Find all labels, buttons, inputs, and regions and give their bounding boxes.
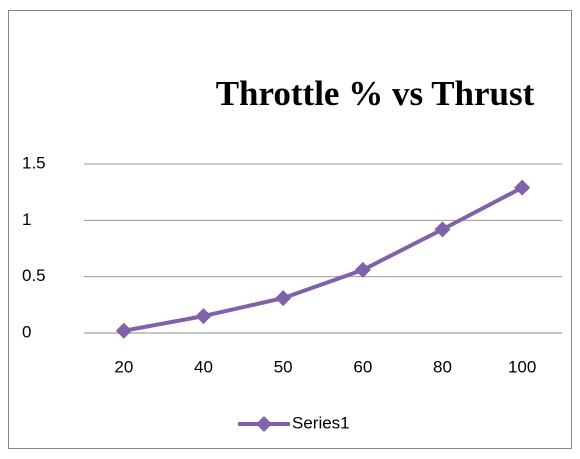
series-line <box>123 185 524 333</box>
x-tick-label: 80 <box>433 357 452 376</box>
marker <box>514 179 531 196</box>
chart-title: Throttle % vs Thrust <box>216 74 535 113</box>
y-tick-label: 1 <box>22 210 31 229</box>
x-tick-label: 50 <box>274 357 293 376</box>
x-tick-label: 100 <box>508 357 536 376</box>
y-tick-label: 0.5 <box>22 266 46 285</box>
x-tick-label: 20 <box>114 357 133 376</box>
marker <box>434 221 451 238</box>
y-tick-label: 0 <box>22 322 31 341</box>
legend-label: Series1 <box>292 413 350 432</box>
chart-border <box>8 10 572 449</box>
marker <box>115 322 132 339</box>
y-tick-label: 1.5 <box>22 153 46 172</box>
legend-marker <box>256 416 272 432</box>
x-tick-label: 60 <box>353 357 372 376</box>
x-tick-label: 40 <box>194 357 213 376</box>
marker <box>195 308 212 325</box>
marker <box>275 290 292 307</box>
marker <box>354 261 371 278</box>
